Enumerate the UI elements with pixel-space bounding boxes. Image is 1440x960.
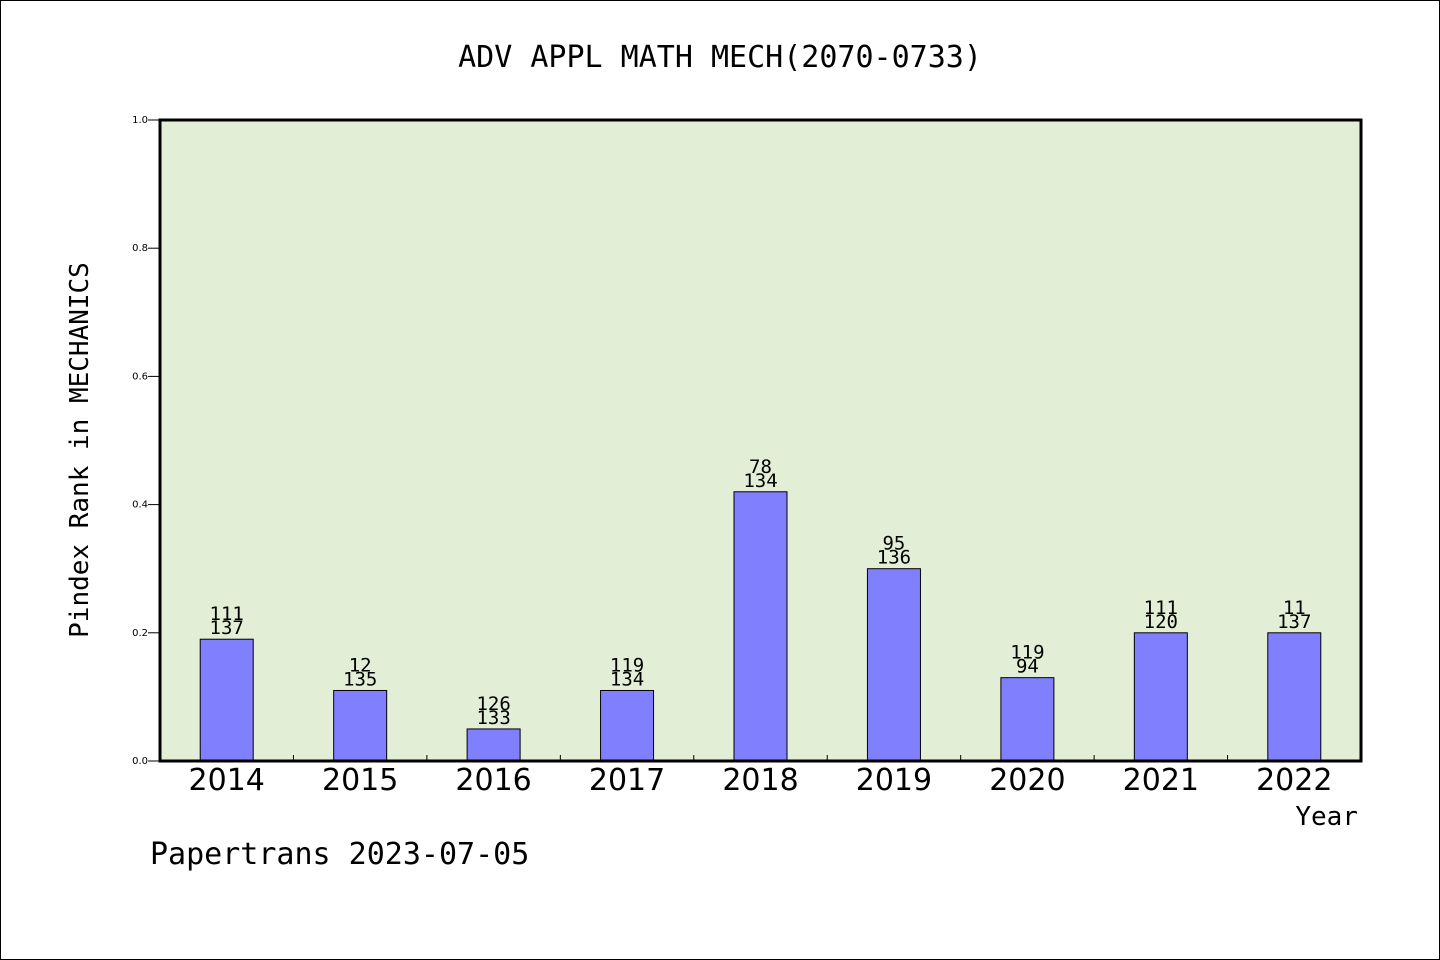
bar-label-bottom: 134	[610, 668, 644, 690]
y-tick-label: 0.2	[132, 628, 148, 639]
bar-2017	[600, 689, 655, 762]
bar-label-top: 78	[749, 456, 772, 478]
bar-label-top: 111	[1144, 597, 1178, 619]
x-tick-label: 2019	[856, 763, 932, 798]
bar-2022	[1267, 632, 1322, 762]
bar-label-top: 119	[1010, 642, 1044, 664]
bar-2015	[333, 689, 388, 762]
x-tick-label: 2021	[1123, 763, 1199, 798]
y-tick-label: 0.6	[132, 371, 148, 382]
bar-label-bottom: 137	[1277, 611, 1311, 633]
chart-title: ADV APPL MATH MECH(2070-0733)	[458, 40, 982, 75]
bar-label-bottom: 135	[343, 668, 377, 690]
bar-label-bottom: 137	[210, 617, 244, 639]
bar-label-top: 126	[476, 693, 510, 715]
bar-label-bottom: 136	[877, 547, 911, 569]
y-tick-label: 1.0	[132, 115, 148, 126]
y-tick-label: 0.4	[132, 500, 148, 511]
y-axis-label: Pindex Rank in MECHANICS	[65, 262, 95, 638]
bar-label-top: 111	[210, 603, 244, 625]
bar-2020	[1000, 677, 1055, 762]
bar-label-top: 12	[349, 654, 372, 676]
x-tick-label: 2016	[455, 763, 531, 798]
bar-label-top: 95	[882, 533, 905, 555]
x-axis: 2014 2015 2016 2017 2018 2019 2020 2021 2022	[189, 755, 1332, 798]
x-tick-label: 2018	[722, 763, 798, 798]
bar-2016	[466, 728, 521, 762]
x-tick-label: 2022	[1256, 763, 1332, 798]
bar-2014	[199, 638, 254, 762]
bar-label-bottom: 94	[1016, 656, 1039, 678]
bar-2018	[733, 491, 788, 762]
bar-2021	[1133, 632, 1188, 762]
x-axis-label: Year	[1295, 802, 1358, 832]
bar-label-bottom: 134	[743, 470, 777, 492]
bar-2019	[866, 568, 921, 762]
plot-border	[158, 118, 1363, 763]
x-tick-label: 2017	[589, 763, 665, 798]
bar-label-top: 119	[610, 654, 644, 676]
x-tick-label: 2014	[189, 763, 265, 798]
bar-label-bottom: 133	[476, 707, 510, 729]
y-tick-label: 0.8	[132, 243, 148, 254]
y-tick-label: 0.0	[132, 756, 148, 767]
x-tick-label: 2015	[322, 763, 398, 798]
x-tick-label: 2020	[989, 763, 1065, 798]
bar-label-top: 11	[1283, 597, 1306, 619]
bar-label-bottom: 120	[1144, 611, 1178, 633]
y-axis: 0.0 0.2 0.4 0.6 0.8 1.0	[132, 115, 160, 767]
bars-group: 1111371213512613311913478134951361199411…	[199, 456, 1322, 762]
footer-credit: Papertrans 2023-07-05	[150, 837, 529, 872]
